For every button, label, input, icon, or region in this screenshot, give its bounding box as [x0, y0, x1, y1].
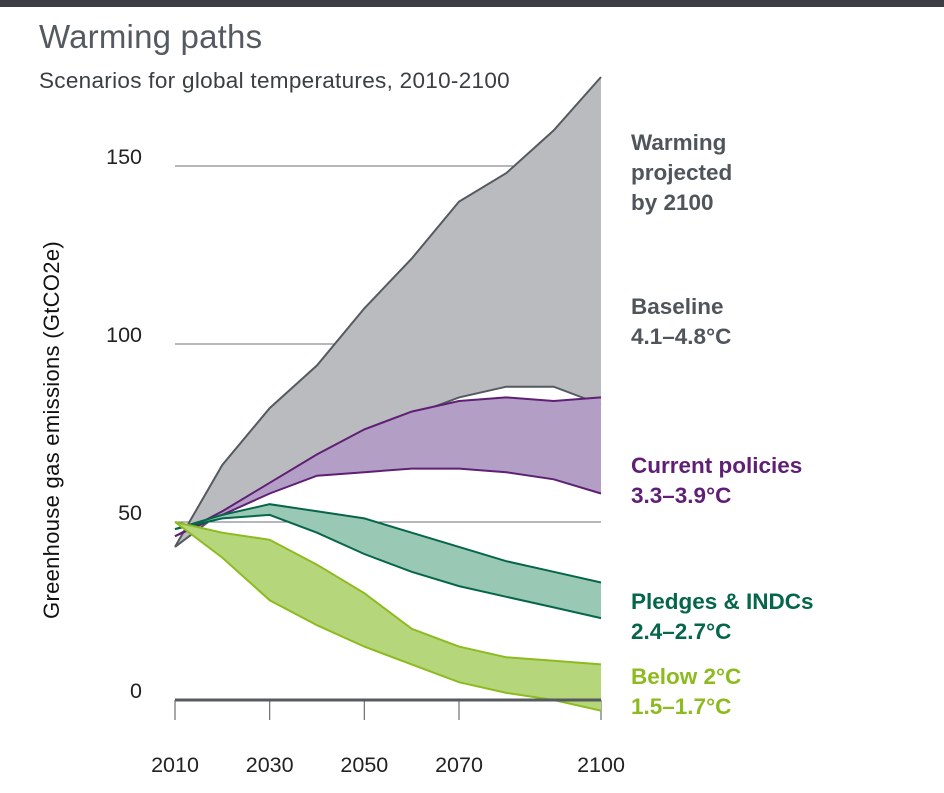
label-current-policies: Current policies 3.3–3.9°C	[631, 453, 803, 508]
label-baseline: Baseline 4.1–4.8°C	[631, 294, 732, 349]
band-baseline	[175, 77, 601, 547]
y-tick-label: 100	[106, 323, 142, 347]
y-tick-label: 50	[118, 501, 142, 525]
chart-title: Warming paths	[39, 18, 263, 55]
x-tick-label: 2070	[435, 753, 483, 777]
line-baseline-upper	[174, 76, 602, 548]
x-tick-label: 2010	[151, 753, 199, 777]
top-bar	[0, 0, 944, 7]
x-tick-label: 2030	[246, 753, 294, 777]
line-pledges-upper	[174, 503, 602, 584]
label-warming-projected: Warming projected by 2100	[631, 130, 733, 215]
line-current-upper	[174, 396, 602, 538]
y-tick-label: 0	[130, 679, 142, 703]
band-pledges	[175, 504, 601, 619]
label-pledges-indcs: Pledges & INDCs 2.4–2.7°C	[631, 589, 814, 644]
y-axis-label: Greenhouse gas emissions (GtCO2e)	[39, 241, 64, 619]
label-below-2c: Below 2°C 1.5–1.7°C	[631, 664, 742, 719]
band-current	[175, 397, 601, 537]
chart-subtitle: Scenarios for global temperatures, 2010-…	[39, 68, 510, 93]
line-current-lower	[174, 467, 602, 538]
x-tick-label: 2100	[577, 753, 625, 777]
line-pledges-lower	[174, 513, 602, 620]
x-tick-label: 2050	[340, 753, 388, 777]
line-below2-lower	[174, 521, 602, 712]
line-below2-upper	[174, 521, 602, 666]
band-below2	[175, 522, 601, 711]
y-tick-label: 150	[106, 145, 142, 169]
